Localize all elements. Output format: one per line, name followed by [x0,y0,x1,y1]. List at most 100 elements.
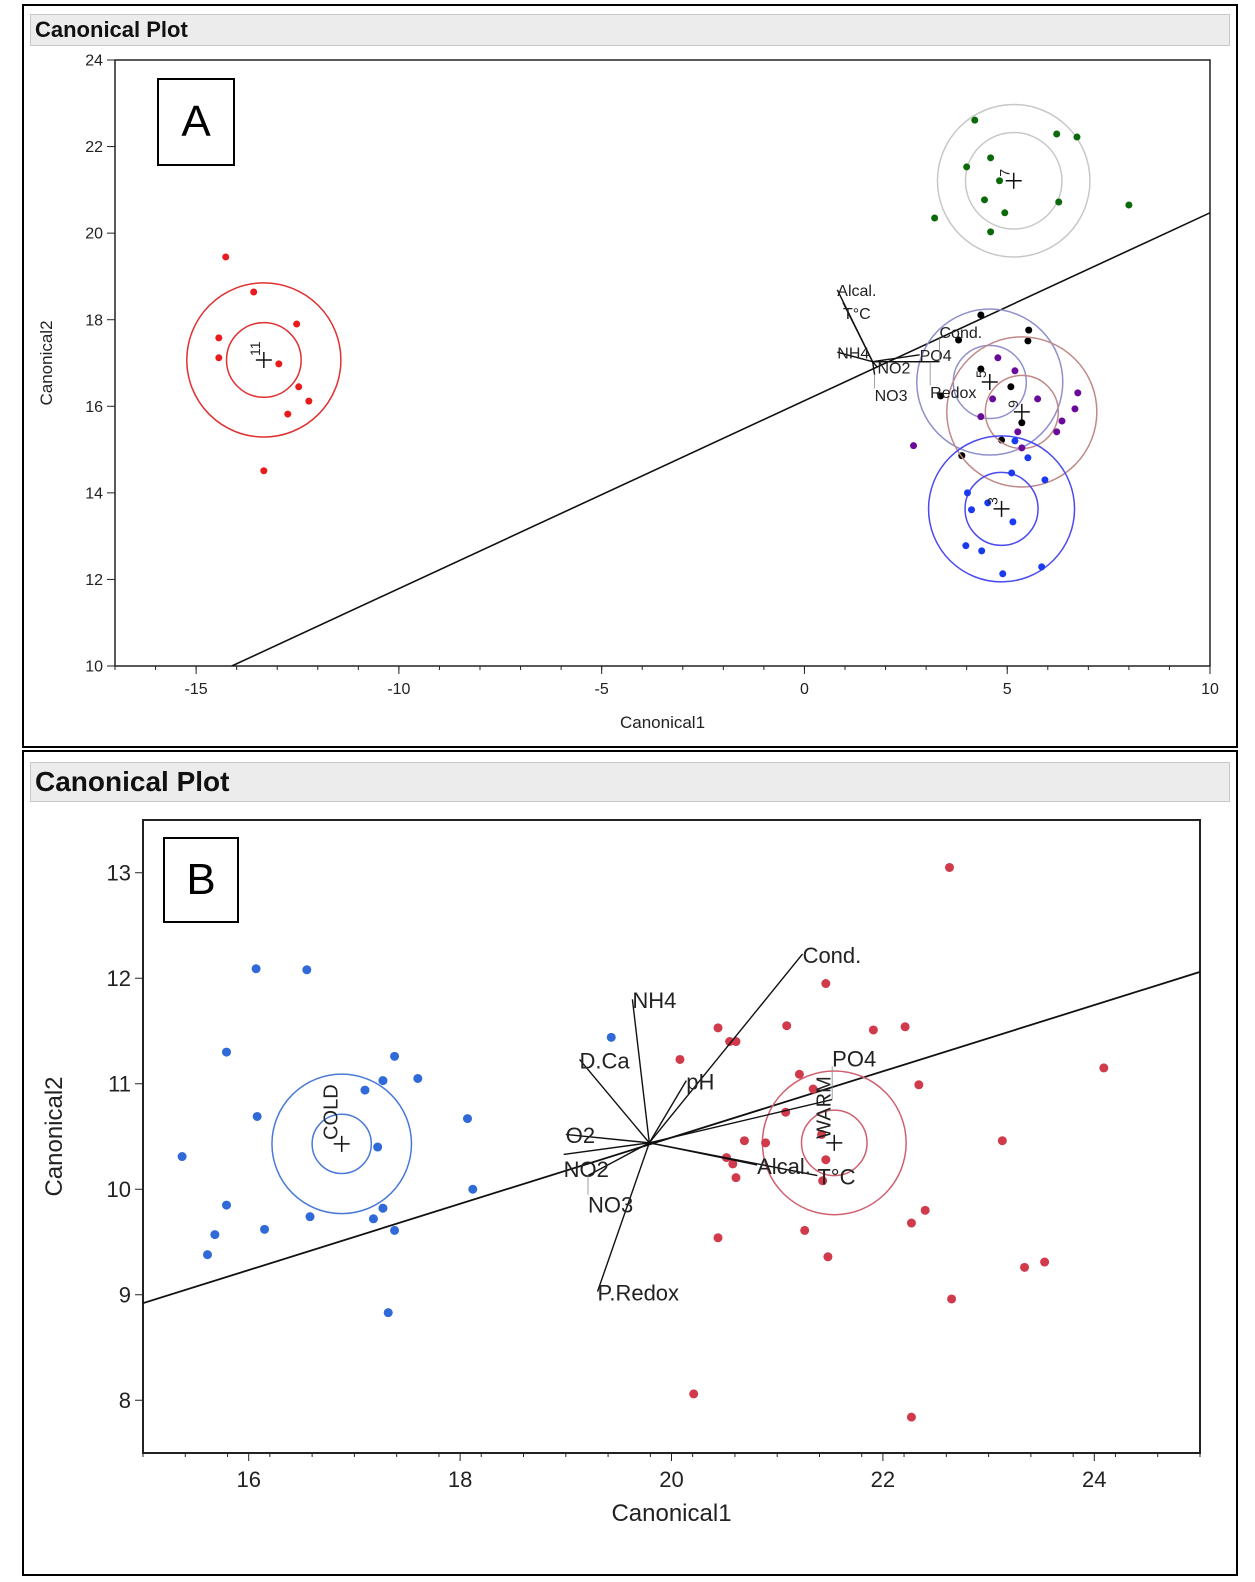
y-tick-label: 9 [119,1282,131,1307]
data-point-7 [981,196,989,204]
data-point-COLD [305,1212,315,1222]
data-point-3 [963,489,971,497]
x-tick-label: 20 [659,1467,683,1492]
data-point-WARM [906,1218,916,1228]
data-point-WARM [739,1136,749,1146]
data-point-WARM [689,1389,699,1399]
data-point-9 [1014,428,1022,436]
confidence-circle-WARM [800,1109,868,1177]
data-point-11 [295,383,303,391]
confidence-circle-COLD [311,1113,373,1175]
data-point-COLD [210,1230,220,1240]
biplot-vector-label: Cond. [803,943,862,968]
group-label-WARM: WARM [813,1076,835,1139]
x-tick-label: -5 [595,681,609,698]
data-point-COLD [222,1047,232,1057]
data-point-WARM [1040,1257,1050,1267]
data-point-7 [1053,130,1061,138]
data-point-5 [937,392,945,400]
data-point-5 [977,311,985,319]
biplot-vector-label: pH [686,1069,714,1094]
data-point-3 [1011,437,1019,445]
y-axis-label: Canonical2 [41,1076,68,1196]
data-point-COLD [222,1200,232,1210]
data-point-WARM [808,1084,818,1094]
data-point-3 [968,506,976,514]
biplot-vector-label: T°C [817,1164,855,1189]
biplot-vector-label: P.Redox [598,1280,680,1305]
confidence-circle-COLD [271,1073,413,1215]
plot-frame [142,819,1201,1454]
data-point-3 [1009,518,1017,526]
plot-frame [114,59,1211,667]
data-point-9 [1058,417,1066,425]
biplot-vector-label: Redox [930,385,976,402]
data-point-7 [1055,198,1063,206]
data-point-3 [999,570,1007,578]
data-point-COLD [368,1214,378,1224]
data-point-WARM [1020,1262,1030,1272]
data-point-WARM [713,1233,723,1243]
biplot-vector [648,1080,687,1144]
data-point-WARM [997,1136,1007,1146]
y-tick-label: 20 [85,226,103,243]
data-point-9 [989,395,997,403]
data-point-9 [1034,395,1042,403]
data-point-WARM [821,979,831,989]
data-point-3 [1024,454,1032,462]
y-tick-label: 8 [119,1388,131,1413]
data-point-3 [1041,476,1049,484]
y-tick-label: 22 [85,139,103,156]
biplot-vector-label: NO2 [564,1157,609,1182]
data-point-11 [215,354,223,362]
y-axis-label: Canonical2 [37,320,56,405]
y-tick-label: 12 [85,572,103,589]
data-point-COLD [177,1152,187,1162]
biplot-vector [587,1142,650,1177]
data-point-9 [910,442,918,450]
x-tick-label: -10 [387,681,410,698]
biplot-vector [837,351,873,363]
data-point-COLD [252,1111,262,1121]
y-tick-label: 10 [107,1177,131,1202]
data-point-11 [250,288,258,296]
biplot-vector-label: T°C [843,306,871,323]
data-point-7 [987,228,995,236]
biplot-vector-label: PO4 [832,1046,876,1071]
x-tick-label: 18 [448,1467,472,1492]
confidence-circle-3 [927,435,1076,583]
data-point-WARM [920,1205,930,1215]
data-point-COLD [360,1085,370,1095]
data-point-COLD [462,1114,472,1124]
x-tick-label: 24 [1082,1467,1106,1492]
y-tick-label: 24 [85,53,103,70]
biplot-vector-label: Alcal. [757,1154,811,1179]
y-tick-label: 14 [85,485,103,502]
biplot-vector-label: NO2 [877,361,910,378]
confidence-circle-11 [225,321,302,399]
data-point-WARM [818,1176,828,1186]
data-point-5 [1007,383,1015,391]
data-point-COLD [378,1203,388,1213]
x-axis-label: Canonical1 [611,1500,731,1527]
y-tick-label: 11 [108,1071,131,1096]
data-point-COLD [373,1142,383,1152]
data-point-COLD [251,964,261,974]
data-point-5 [1024,337,1032,345]
data-point-COLD [260,1224,270,1234]
data-point-WARM [731,1037,741,1047]
data-point-WARM [900,1022,910,1032]
y-tick-label: 10 [85,659,103,676]
x-tick-label: 16 [236,1467,260,1492]
data-point-7 [996,177,1004,185]
data-point-7 [963,163,971,171]
data-point-9 [1071,405,1079,413]
plot-area [143,862,1200,1422]
biplot-vector [596,1142,650,1292]
centroid-marker-9 [1013,403,1030,420]
biplot-vector-label: D.Ca [580,1048,631,1073]
biplot-vector [648,953,804,1144]
data-point-3 [1008,469,1016,477]
group-label-5: 5 [973,370,989,378]
